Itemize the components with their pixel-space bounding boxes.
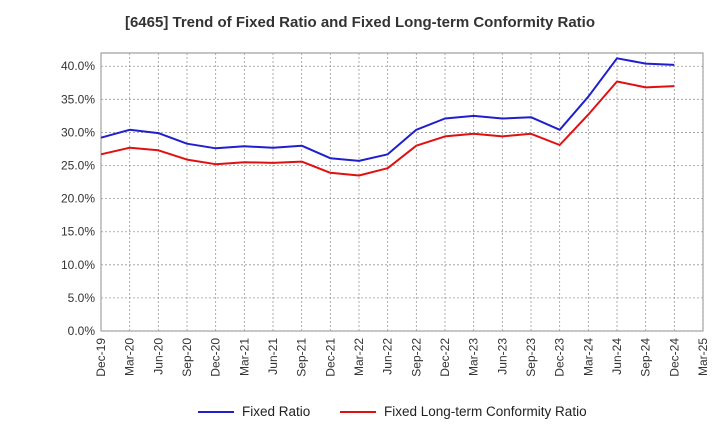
x-tick-label: Sep-20 bbox=[180, 338, 194, 377]
y-tick-label: 30.0% bbox=[61, 125, 95, 139]
x-tick-label: Sep-22 bbox=[409, 338, 423, 377]
legend: Fixed Ratio Fixed Long-term Conformity R… bbox=[0, 404, 720, 428]
x-tick-label: Mar-23 bbox=[467, 338, 481, 376]
series-line-fixed-ratio bbox=[100, 57, 675, 162]
x-tick-label: Sep-21 bbox=[295, 338, 309, 377]
x-tick-label: Dec-21 bbox=[323, 338, 337, 377]
x-tick-label: Jun-24 bbox=[610, 338, 624, 375]
y-tick-label: 40.0% bbox=[61, 59, 95, 73]
x-tick-label: Dec-23 bbox=[553, 338, 567, 377]
plot-area bbox=[100, 52, 704, 332]
x-tick-label: Jun-22 bbox=[381, 338, 395, 375]
x-tick-label: Dec-24 bbox=[667, 338, 681, 377]
y-tick-label: 5.0% bbox=[68, 291, 96, 305]
y-tick-label: 10.0% bbox=[61, 258, 95, 272]
x-tick-label: Jun-23 bbox=[495, 338, 509, 375]
x-tick-label: Dec-19 bbox=[94, 338, 108, 377]
x-tick-label: Mar-21 bbox=[237, 338, 251, 376]
legend-label-fixed-ratio: Fixed Ratio bbox=[242, 404, 311, 419]
y-tick-label: 25.0% bbox=[61, 159, 95, 173]
series-line-fixed-long-term-conformity-ratio bbox=[100, 80, 675, 177]
chart-title: [6465] Trend of Fixed Ratio and Fixed Lo… bbox=[124, 14, 596, 31]
x-tick-label: Mar-25 bbox=[696, 338, 710, 376]
x-tick-label: Mar-24 bbox=[581, 338, 595, 376]
x-tick-label: Sep-23 bbox=[524, 338, 538, 377]
x-tick-label: Dec-20 bbox=[209, 338, 223, 377]
legend-item-fixed-long-term-conformity-ratio: Fixed Long-term Conformity Ratio bbox=[340, 404, 587, 419]
y-tick-label: 20.0% bbox=[61, 192, 95, 206]
y-tick-label: 15.0% bbox=[61, 225, 95, 239]
legend-swatch-fixed-ratio bbox=[198, 410, 234, 413]
x-tick-label: Dec-22 bbox=[438, 338, 452, 377]
x-tick-label: Jun-21 bbox=[266, 338, 280, 375]
y-tick-label: 0.0% bbox=[68, 324, 96, 338]
y-tick-label: 35.0% bbox=[61, 92, 95, 106]
legend-label-fixed-long-term-conformity-ratio: Fixed Long-term Conformity Ratio bbox=[384, 404, 587, 419]
legend-item-fixed-ratio: Fixed Ratio bbox=[198, 404, 310, 419]
x-tick-label: Jun-20 bbox=[151, 338, 165, 375]
legend-swatch-fixed-long-term-conformity-ratio bbox=[340, 410, 376, 413]
x-tick-label: Sep-24 bbox=[639, 338, 653, 377]
x-tick-label: Mar-22 bbox=[352, 338, 366, 376]
x-tick-label: Mar-20 bbox=[123, 338, 137, 376]
